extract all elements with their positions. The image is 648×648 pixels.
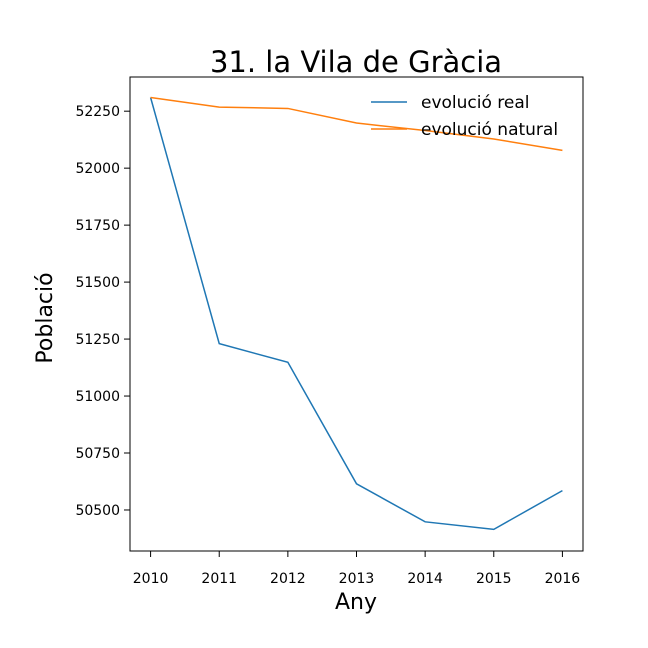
x-tick-label: 2013 [339,571,375,587]
legend-label-1: evolució real [421,93,530,113]
y-tick-label: 51000 [75,389,120,405]
y-tick-label: 50500 [75,503,120,519]
chart-title: 31. la Vila de Gràcia [210,45,502,79]
y-tick-label: 50750 [75,446,120,462]
x-axis: 2010 2011 2012 2013 2014 2015 2016 [133,551,581,587]
series-lines [149,96,563,531]
x-tick-label: 2011 [201,571,237,587]
legend: evolució real evolució natural [371,93,558,140]
x-tick-label: 2015 [476,571,512,587]
y-tick-label: 51250 [75,332,120,348]
x-tick-label: 2010 [133,571,169,587]
y-tick-label: 52000 [75,161,120,177]
x-tick-label: 2012 [270,571,306,587]
y-tick-label: 51500 [75,275,120,291]
series-line-1 [149,97,563,531]
y-axis-title: Població [33,272,58,363]
x-tick-label: 2014 [407,571,443,587]
legend-label-2: evolució natural [421,120,558,140]
y-axis: 50500 50750 51000 51250 51500 51750 52000 52250 [75,104,130,519]
x-tick-label: 2016 [545,571,581,587]
x-axis-title: Any [335,590,377,615]
series-line-2 [150,96,563,152]
plot-area-frame [129,76,584,552]
y-tick-label: 51750 [75,218,120,234]
y-tick-label: 52250 [75,104,120,120]
